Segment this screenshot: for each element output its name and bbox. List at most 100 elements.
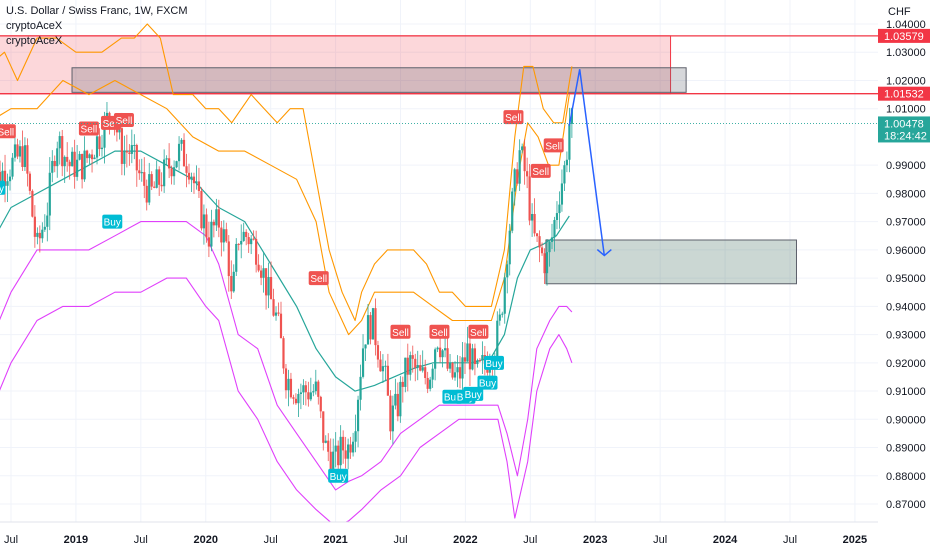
buy-signal: Buy: [0, 180, 6, 195]
candle-body: [344, 450, 347, 459]
candle: [411, 345, 414, 373]
candle: [476, 358, 479, 368]
candle-body: [68, 161, 71, 167]
candle: [163, 149, 166, 193]
price-tick-label: 0.89000: [886, 443, 926, 455]
candle: [302, 379, 305, 405]
signal-badge: [0, 180, 6, 195]
candle: [205, 208, 208, 243]
candle-body: [513, 169, 516, 192]
candle: [399, 376, 402, 423]
candle-body: [63, 156, 66, 167]
candle-body: [312, 391, 315, 393]
candle: [21, 130, 24, 172]
candle-body: [13, 144, 17, 158]
candle-body: [118, 128, 121, 133]
candle: [501, 311, 504, 318]
candle: [550, 223, 554, 249]
candle-body: [409, 355, 412, 375]
candle-body: [242, 231, 245, 241]
time-tick-label: 2021: [323, 534, 347, 546]
candle-body: [95, 136, 99, 158]
candle-body: [471, 348, 474, 370]
candle: [257, 254, 260, 273]
grey-zone: [71, 67, 687, 93]
candle: [565, 151, 569, 173]
indicator-label-1[interactable]: cryptoAceX: [6, 20, 63, 32]
candle-body: [16, 144, 19, 157]
candle-body: [61, 136, 64, 167]
signal-badge: [463, 386, 484, 401]
sell-signal: Sell: [78, 121, 99, 136]
lower-level-tag: 1.01532: [878, 86, 930, 101]
candle-body: [523, 146, 526, 172]
candle-body: [503, 277, 506, 314]
candle: [217, 199, 220, 238]
candle-body: [374, 308, 377, 346]
candle-body: [550, 237, 554, 242]
candle: [456, 355, 459, 388]
candle-body: [160, 184, 163, 187]
sell-signal: Sell: [113, 113, 134, 127]
candle-body: [389, 395, 392, 432]
candle: [344, 436, 347, 469]
candle: [76, 145, 79, 181]
candle: [175, 160, 178, 169]
candle: [414, 353, 417, 382]
candle: [548, 239, 551, 267]
candle: [145, 179, 148, 211]
candle: [123, 135, 126, 176]
candle-body: [125, 151, 128, 153]
candle: [43, 214, 46, 232]
candle-body: [324, 440, 327, 443]
candle-body: [76, 159, 79, 177]
candle-body: [155, 169, 158, 188]
candle-body: [299, 392, 302, 395]
candle-body: [177, 143, 181, 162]
candle: [394, 378, 397, 410]
candle: [41, 222, 44, 243]
candle-body: [476, 360, 479, 365]
time-tick-label: Jul: [783, 534, 797, 546]
candle-body: [404, 357, 407, 387]
candle: [13, 136, 17, 162]
candle-body: [277, 312, 280, 314]
price-tick-label: 0.88000: [886, 471, 926, 483]
candle: [324, 435, 327, 444]
candle: [503, 272, 506, 324]
candle: [421, 350, 424, 373]
candle: [371, 307, 375, 340]
time-tick-label: Jul: [653, 534, 667, 546]
candle: [384, 360, 387, 382]
candle: [361, 334, 365, 379]
candle: [182, 133, 186, 167]
candle-body: [85, 150, 89, 159]
candle: [237, 243, 240, 251]
candle: [540, 242, 544, 256]
candle-body: [337, 445, 340, 466]
candle-body: [31, 190, 34, 217]
candle: [8, 169, 12, 191]
candle-body: [128, 152, 131, 154]
candle: [431, 364, 434, 388]
candle-body: [478, 360, 481, 362]
candle: [461, 341, 464, 391]
candle: [319, 395, 322, 419]
candle-body: [468, 343, 472, 370]
candle: [436, 346, 439, 353]
candle: [506, 260, 509, 294]
candle-body: [521, 146, 524, 151]
candle: [240, 224, 243, 259]
candle: [356, 395, 360, 448]
candle: [242, 222, 245, 242]
candle: [26, 138, 29, 187]
signal-text: Sell: [392, 328, 409, 339]
candle: [212, 219, 215, 238]
indicator-label-2[interactable]: cryptoAceX: [6, 35, 63, 47]
candle-body: [145, 185, 148, 203]
time-axis: Jul 2019 Jul 2020 Jul 2021 Jul 2022 Jul 2023 Jul 20…: [0, 521, 932, 550]
candle: [170, 165, 173, 185]
candle-body: [518, 150, 521, 184]
signal-text: Sell: [310, 274, 327, 285]
